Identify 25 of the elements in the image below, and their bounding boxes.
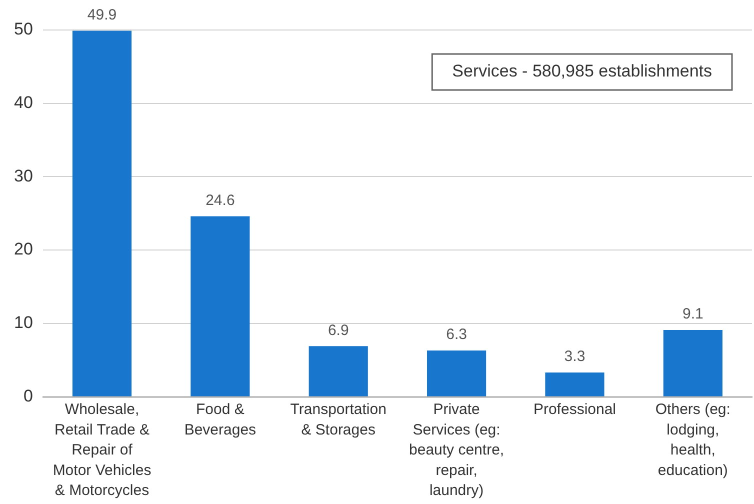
x-tick-label: Transportation & Storages [290,401,386,438]
x-tick-label: Wholesale, Retail Trade & Repair of Motor Vehicles & Motorcycles [52,401,152,500]
y-tick-label: 10 [14,313,33,332]
y-tick-label: 20 [14,240,33,259]
x-tick-label: Others (eg: lodging, health, education) [655,401,730,479]
bar [72,30,132,396]
data-label: 6.3 [446,326,467,344]
bar [663,330,722,396]
x-tick-label: Food & Beverages [184,401,256,438]
data-label: 9.1 [682,306,704,323]
y-tick-label: 50 [14,20,33,39]
annotation: Services - 580,985 establishments [452,62,712,81]
y-tick-label: 40 [14,93,33,112]
bar [427,350,486,396]
bar [308,346,368,396]
x-tick-label: Professional [533,401,616,418]
data-label: 6.9 [328,322,349,339]
data-label: 49.9 [87,6,117,24]
y-tick-label: 0 [23,386,33,406]
y-tick-label: 30 [14,166,33,186]
bar [190,216,250,396]
bar [545,372,604,396]
data-label: 3.3 [564,348,586,366]
data-label: 24.6 [206,192,235,209]
x-tick-label: Private Services (eg: beauty centre, repair, laundry) [409,401,504,500]
